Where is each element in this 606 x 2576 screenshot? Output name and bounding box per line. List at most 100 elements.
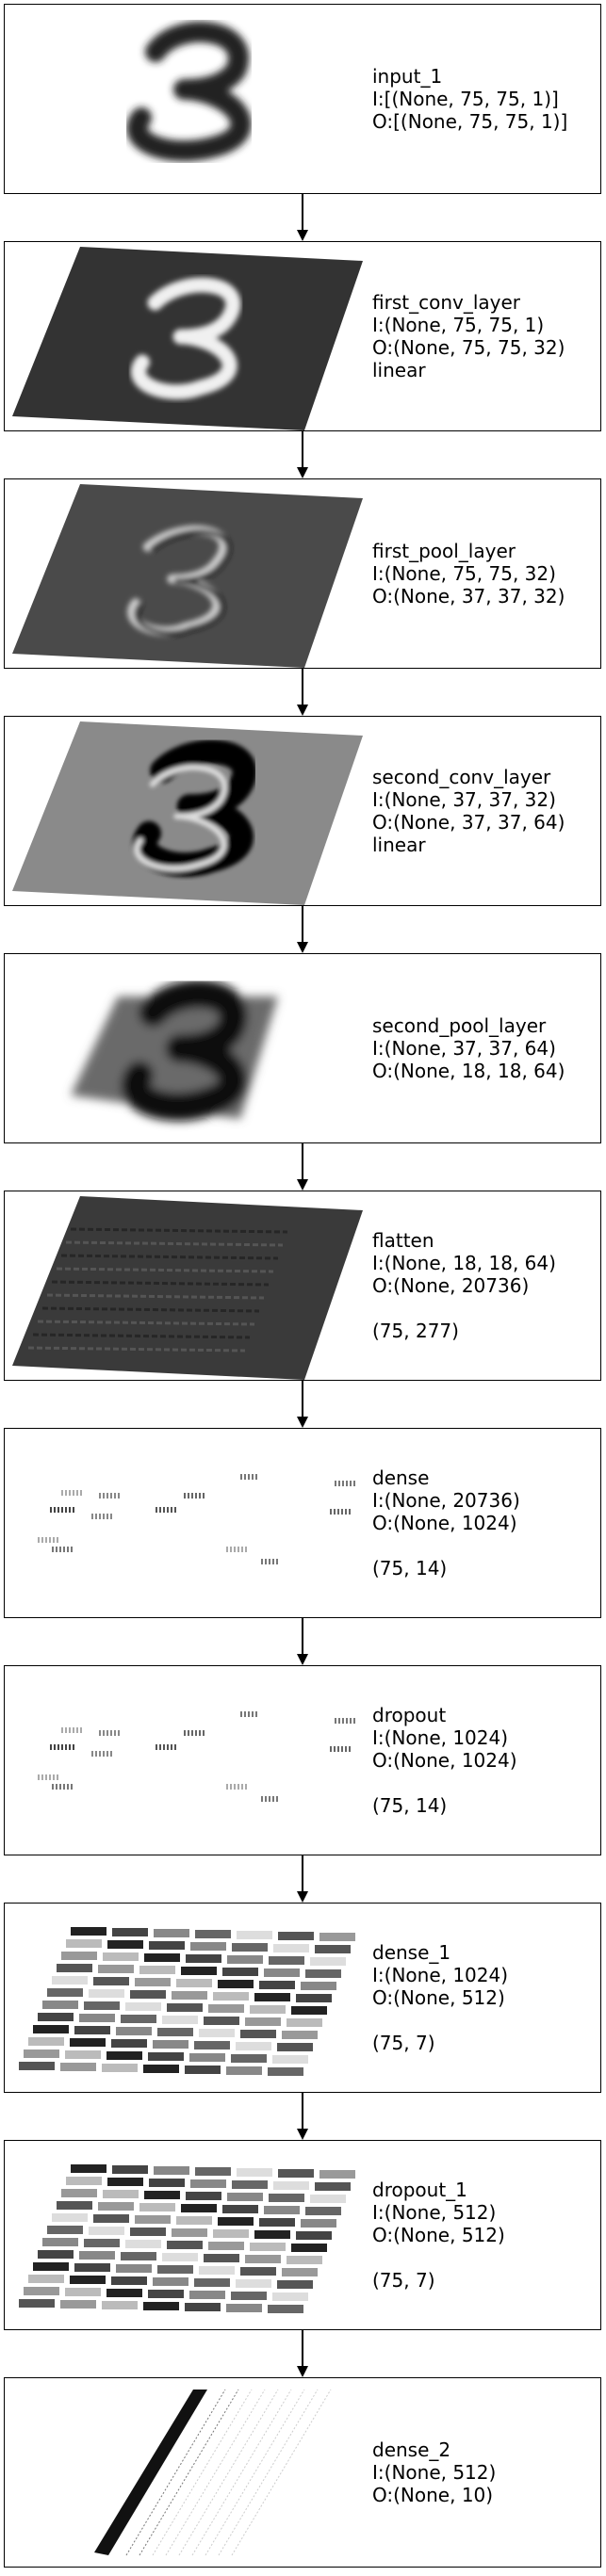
layer-output-shape: O:(None, 37, 37, 32): [372, 585, 565, 608]
layer-display-shape: (75, 14): [372, 1557, 448, 1580]
label-spacer: [372, 1534, 520, 1557]
neuron-cluster-11: [226, 1547, 247, 1552]
layer-box-dropout_1: dropout_1 I:(None, 512) O:(None, 512) (75, …: [4, 2140, 601, 2330]
layer-display-shape: (75, 7): [372, 2269, 435, 2292]
layer-input-shape: I:(None, 512): [372, 2201, 497, 2224]
layer-box-first_conv_layer: first_conv_layer I:(None, 75, 75, 1) O:(No…: [4, 241, 601, 431]
layer-box-dense_1: dense_1 I:(None, 1024) O:(None, 512) (75, 7…: [4, 1903, 601, 2093]
layer-label: second_pool_layer I:(None, 37, 37, 64) O:(…: [372, 954, 565, 1142]
layer-box-dropout: dropout I:(None, 1024) O:(None, 1024) (75, …: [4, 1665, 601, 1855]
neuron-cluster-4: [240, 1474, 257, 1480]
connector-arrow-line: [302, 2093, 303, 2130]
layer-label: first_conv_layer I:(None, 75, 75, 1) O:(No…: [372, 242, 565, 430]
layer-label: second_conv_layer I:(None, 37, 37, 32) O:(…: [372, 717, 565, 905]
arrow-head-icon: [297, 1654, 308, 1665]
neuron-cluster-3: [184, 1730, 205, 1736]
arrow-head-icon: [297, 705, 308, 716]
layer-name: first_conv_layer: [372, 291, 521, 314]
layer-box-flatten: flatten I:(None, 18, 18, 64) O:(None, 2073…: [4, 1191, 601, 1381]
layer-display-shape: (75, 7): [372, 2032, 435, 2054]
layer-input-shape: I:(None, 37, 37, 32): [372, 788, 556, 811]
layer-input-shape: I:(None, 37, 37, 64): [372, 1037, 556, 1060]
feature-plate: [12, 1196, 363, 1380]
layer-activation: linear: [372, 834, 426, 856]
arrow-head-icon: [297, 230, 308, 241]
layer-box-dense_2: dense_2 I:(None, 512) O:(None, 10): [4, 2377, 601, 2568]
neuron-cluster-10: [91, 1751, 112, 1757]
layer-input-shape: I:(None, 512): [372, 2461, 497, 2484]
layer-label: first_pool_layer I:(None, 75, 75, 32) O:(N…: [372, 479, 565, 668]
arrow-head-icon: [297, 467, 308, 478]
feature-texture: [27, 1227, 288, 1353]
digit-three-mark: [131, 277, 241, 400]
arrow-head-icon: [297, 942, 308, 953]
connector-arrow-line: [302, 2330, 303, 2368]
neuron-cluster-7: [61, 1490, 82, 1496]
layer-visualization: [12, 247, 363, 430]
layer-output-shape: O:(None, 75, 75, 32): [372, 336, 565, 359]
layer-input-shape: I:(None, 75, 75, 32): [372, 562, 556, 585]
neuron-cluster-10: [91, 1514, 112, 1519]
neuron-cluster-4: [240, 1711, 257, 1717]
layer-output-shape: O:(None, 37, 37, 64): [372, 811, 565, 834]
layer-output-shape: O:(None, 1024): [372, 1512, 517, 1534]
layer-output-shape: O:[(None, 75, 75, 1)]: [372, 110, 568, 133]
neuron-cluster-3: [184, 1493, 205, 1499]
layer-label: dense_1 I:(None, 1024) O:(None, 512) (75, 7…: [372, 1904, 508, 2092]
layer-input-shape: I:(None, 20736): [372, 1489, 520, 1512]
layer-visualization: [71, 980, 278, 1122]
layer-label: flatten I:(None, 18, 18, 64) O:(None, 2073…: [372, 1191, 556, 1380]
layer-name: dropout_1: [372, 2179, 467, 2201]
arrow-head-icon: [297, 1179, 308, 1191]
label-spacer: [372, 1297, 556, 1320]
arrow-head-icon: [297, 1417, 308, 1428]
neuron-cluster-7: [61, 1727, 82, 1733]
neuron-cluster-5: [335, 1481, 355, 1486]
layer-box-second_pool_layer: second_pool_layer I:(None, 37, 37, 64) O:(…: [4, 953, 601, 1143]
neuron-cluster-8: [38, 1774, 58, 1780]
layer-name: input_1: [372, 65, 443, 88]
digit-three-mark: [126, 22, 252, 162]
neuron-cluster-1: [99, 1730, 120, 1736]
layer-visualization: [12, 484, 363, 668]
arrow-head-icon: [297, 1891, 308, 1903]
connector-arrow-line: [302, 1143, 303, 1181]
layer-output-shape: O:(None, 20736): [372, 1274, 530, 1297]
neuron-cluster-0: [50, 1507, 74, 1513]
arrow-head-icon: [297, 2366, 308, 2377]
layer-input-shape: I:(None, 18, 18, 64): [372, 1252, 556, 1274]
label-spacer: [372, 2009, 508, 2032]
layer-box-dense: dense I:(None, 20736) O:(None, 1024) (75, 1…: [4, 1428, 601, 1618]
layer-label: dense_2 I:(None, 512) O:(None, 10): [372, 2378, 496, 2567]
layer-output-shape: O:(None, 10): [372, 2484, 494, 2506]
neuron-cluster-2: [156, 1507, 176, 1513]
connector-arrow-line: [302, 194, 303, 232]
layer-box-input_1: input_1 I:[(None, 75, 75, 1)] O:[(None, 75…: [4, 4, 601, 194]
layer-visualization: [38, 1474, 355, 1564]
connector-arrow-line: [302, 906, 303, 944]
layer-visualization: [38, 1711, 355, 1802]
neuron-cluster-11: [226, 1784, 247, 1790]
digit-three-highlight-mark: [134, 764, 228, 872]
neuron-cluster-8: [38, 1537, 58, 1543]
neuron-cluster-6: [330, 1746, 351, 1752]
layer-input-shape: I:(None, 75, 75, 1): [372, 314, 545, 336]
neuron-cluster-2: [156, 1744, 176, 1750]
layer-name: dense_2: [372, 2438, 451, 2461]
digit-three-shadow-mark: [134, 529, 231, 636]
layer-box-first_pool_layer: first_pool_layer I:(None, 75, 75, 32) O:(N…: [4, 478, 601, 669]
layer-name: first_pool_layer: [372, 540, 516, 562]
output-bar: [94, 2390, 207, 2555]
layer-input-shape: I:(None, 1024): [372, 1726, 509, 1749]
neuron-cluster-9: [52, 1547, 73, 1552]
layer-label: dropout_1 I:(None, 512) O:(None, 512) (75, …: [372, 2141, 505, 2329]
layer-visualization: [12, 721, 363, 905]
layer-label: input_1 I:[(None, 75, 75, 1)] O:[(None, 75…: [372, 5, 567, 193]
layer-output-shape: O:(None, 18, 18, 64): [372, 1060, 565, 1082]
neuron-cluster-12: [261, 1559, 278, 1564]
connector-arrow-line: [302, 1618, 303, 1656]
layer-output-shape: O:(None, 1024): [372, 1749, 517, 1772]
layer-visualization: [19, 1927, 355, 2076]
neuron-cluster-0: [50, 1744, 74, 1750]
arrow-head-icon: [297, 2129, 308, 2140]
